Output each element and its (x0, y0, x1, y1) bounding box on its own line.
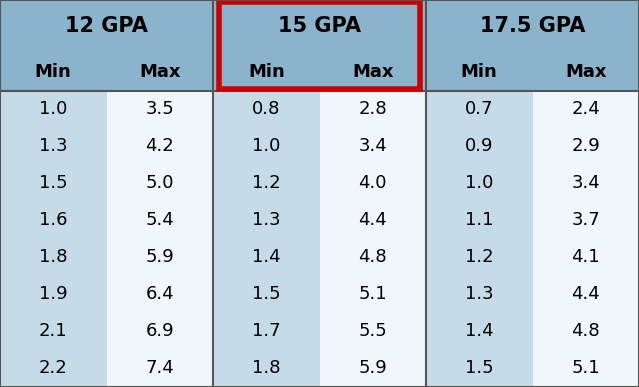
Text: 2.4: 2.4 (571, 101, 600, 118)
Text: 1.1: 1.1 (465, 211, 493, 229)
Bar (107, 91, 213, 387)
Bar (320, 91, 426, 387)
Bar (213, 91, 320, 387)
Text: 4.0: 4.0 (358, 175, 387, 192)
Text: 4.4: 4.4 (358, 211, 387, 229)
Text: 1.7: 1.7 (252, 322, 281, 341)
Text: 1.4: 1.4 (465, 322, 493, 341)
Text: 5.9: 5.9 (146, 248, 174, 267)
Bar (0, 0, 639, 91)
Text: 7.4: 7.4 (146, 360, 174, 377)
Text: 17.5 GPA: 17.5 GPA (480, 16, 585, 36)
Bar (0, 91, 107, 387)
Text: 2.9: 2.9 (571, 137, 600, 156)
Text: 1.0: 1.0 (252, 137, 281, 156)
Text: 1.0: 1.0 (39, 101, 68, 118)
Text: 2.8: 2.8 (358, 101, 387, 118)
Text: 2.2: 2.2 (39, 360, 68, 377)
Text: 1.5: 1.5 (465, 360, 493, 377)
Text: 3.7: 3.7 (571, 211, 600, 229)
Bar (532, 91, 639, 387)
Bar (219, 2, 420, 89)
Text: 1.2: 1.2 (465, 248, 493, 267)
Text: 3.4: 3.4 (571, 175, 600, 192)
Text: 0.8: 0.8 (252, 101, 281, 118)
Text: 1.8: 1.8 (39, 248, 68, 267)
Text: 3.4: 3.4 (358, 137, 387, 156)
Text: 6.9: 6.9 (146, 322, 174, 341)
Text: Max: Max (565, 63, 606, 80)
Text: 1.5: 1.5 (39, 175, 68, 192)
Text: 12 GPA: 12 GPA (65, 16, 148, 36)
Text: 4.8: 4.8 (358, 248, 387, 267)
Text: 5.1: 5.1 (358, 286, 387, 303)
Text: 5.4: 5.4 (146, 211, 174, 229)
Text: 1.3: 1.3 (252, 211, 281, 229)
Text: 0.9: 0.9 (465, 137, 493, 156)
Text: Max: Max (352, 63, 394, 80)
Text: Min: Min (248, 63, 284, 80)
Text: 1.4: 1.4 (252, 248, 281, 267)
Bar (426, 91, 532, 387)
Text: 15 GPA: 15 GPA (278, 16, 361, 36)
Text: 6.4: 6.4 (146, 286, 174, 303)
Text: 3.5: 3.5 (146, 101, 174, 118)
Text: 0.7: 0.7 (465, 101, 493, 118)
Text: 1.3: 1.3 (39, 137, 68, 156)
Text: 1.6: 1.6 (39, 211, 68, 229)
Text: 5.9: 5.9 (358, 360, 387, 377)
Text: 1.5: 1.5 (252, 286, 281, 303)
Text: 1.8: 1.8 (252, 360, 281, 377)
Text: 5.1: 5.1 (571, 360, 600, 377)
Text: Min: Min (461, 63, 498, 80)
Text: 2.1: 2.1 (39, 322, 68, 341)
Text: 4.1: 4.1 (571, 248, 600, 267)
Text: 1.2: 1.2 (252, 175, 281, 192)
Text: 5.5: 5.5 (358, 322, 387, 341)
Text: Min: Min (35, 63, 72, 80)
Text: 4.8: 4.8 (571, 322, 600, 341)
Text: 5.0: 5.0 (146, 175, 174, 192)
Text: 1.3: 1.3 (465, 286, 493, 303)
Text: 1.0: 1.0 (465, 175, 493, 192)
Text: 1.9: 1.9 (39, 286, 68, 303)
Text: 4.2: 4.2 (146, 137, 174, 156)
Text: Max: Max (139, 63, 180, 80)
Text: 4.4: 4.4 (571, 286, 600, 303)
